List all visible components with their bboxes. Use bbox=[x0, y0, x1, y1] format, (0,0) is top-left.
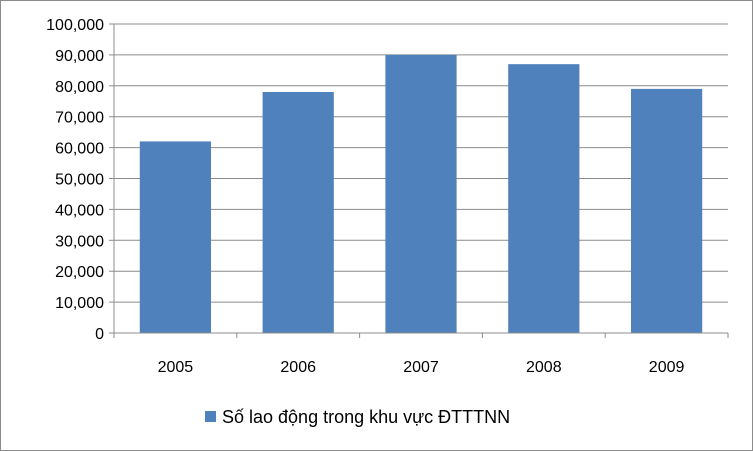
x-axis-ticks: 2005 2006 2007 2008 2009 bbox=[113, 333, 729, 376]
y-tick-label: 50,000 bbox=[55, 172, 104, 189]
legend-swatch bbox=[205, 411, 216, 422]
x-tick-label: 2005 bbox=[158, 359, 194, 376]
bar-2008 bbox=[508, 64, 580, 334]
y-tick-label: 40,000 bbox=[55, 202, 104, 219]
y-tick-label: 80,000 bbox=[55, 79, 104, 96]
y-axis-ticks: 0 10,000 20,000 30,000 40,000 50,000 60,000 70,… bbox=[46, 17, 114, 343]
legend: Số lao động trong khu vực ĐTTTNN bbox=[205, 407, 510, 427]
y-tick-label: 0 bbox=[95, 326, 104, 343]
x-tick-label: 2008 bbox=[526, 359, 562, 376]
x-tick-label: 2009 bbox=[649, 359, 685, 376]
legend-label: Số lao động trong khu vực ĐTTTNN bbox=[222, 407, 510, 427]
x-tick-label: 2006 bbox=[280, 359, 316, 376]
y-tick-label: 70,000 bbox=[55, 110, 104, 127]
y-tick-label: 10,000 bbox=[55, 295, 104, 312]
bar-2005 bbox=[139, 141, 212, 333]
x-tick-label: 2007 bbox=[403, 359, 439, 376]
y-tick-label: 30,000 bbox=[55, 233, 104, 250]
y-tick-label: 90,000 bbox=[55, 48, 104, 65]
bars bbox=[139, 54, 703, 334]
y-tick-label: 100,000 bbox=[46, 17, 104, 34]
bar-2006 bbox=[262, 91, 334, 333]
y-tick-label: 60,000 bbox=[55, 141, 104, 158]
y-tick-label: 20,000 bbox=[55, 264, 104, 281]
bar-2009 bbox=[630, 88, 703, 333]
bar-2007 bbox=[385, 54, 457, 334]
